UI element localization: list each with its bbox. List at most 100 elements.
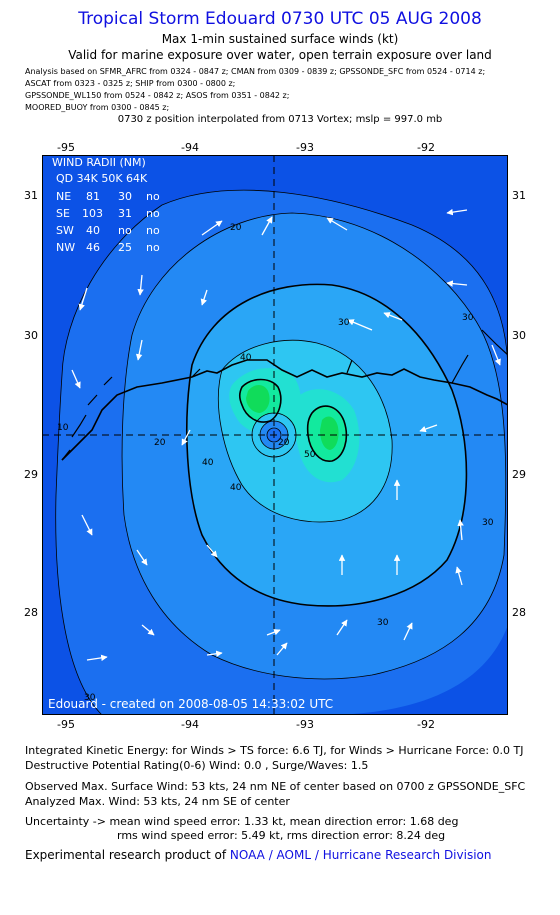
credit-prefix: Experimental research product of xyxy=(25,848,230,862)
lat-label-right: 28 xyxy=(512,606,526,619)
analysis-line-2: ASCAT from 0323 - 0325 z; SHIP from 0300… xyxy=(25,79,236,88)
contour-label: 30 xyxy=(338,318,350,328)
wind-radii-50kt: no xyxy=(118,224,132,237)
wind-vector xyxy=(71,369,81,389)
subtitle-exposure: Valid for marine exposure over water, op… xyxy=(68,48,492,62)
created-timestamp: Edouard - created on 2008-08-05 14:33:02… xyxy=(48,697,333,711)
wind-vector xyxy=(403,622,413,641)
wind-vector xyxy=(336,619,348,636)
analysis-line-1: Analysis based on SFMR_AFRC from 0324 - … xyxy=(25,67,486,76)
wind-vector xyxy=(81,514,93,536)
organization-link[interactable]: NOAA / AOML / Hurricane Research Divisio… xyxy=(229,848,492,862)
wind-radii-50kt: 31 xyxy=(118,207,132,220)
wind-vector xyxy=(457,519,464,541)
contour-label: 30 xyxy=(377,618,389,628)
observed-max-wind: Observed Max. Surface Wind: 53 kts, 24 n… xyxy=(25,780,526,793)
lon-label-top: -95 xyxy=(57,141,75,154)
contour-label: 40 xyxy=(202,458,214,468)
contour-label: 30 xyxy=(482,518,494,528)
lat-label-right: 29 xyxy=(512,468,526,481)
wind-vector xyxy=(383,312,403,321)
wind-vector xyxy=(86,654,108,662)
wind-vector xyxy=(455,566,463,586)
contour-line-50kt xyxy=(238,378,348,462)
lon-label-bottom: -92 xyxy=(417,718,435,731)
analysis-line-3: GPSSONDE_WL150 from 0524 - 0842 z; ASOS … xyxy=(25,91,290,100)
contour-label: 50 xyxy=(304,450,316,460)
wind-vector xyxy=(261,216,273,236)
map-border xyxy=(42,155,508,715)
wind-radii-quadrant: NW xyxy=(56,241,75,254)
wind-vector xyxy=(206,650,223,657)
wind-radii-quadrant: NE xyxy=(56,190,71,203)
lat-label-left: 31 xyxy=(24,189,38,202)
credit-line: Experimental research product of NOAA / … xyxy=(25,848,491,862)
coastline xyxy=(61,359,508,461)
contour-line xyxy=(121,212,507,680)
wind-radii-64kt: no xyxy=(146,241,160,254)
coastline xyxy=(61,329,508,461)
wind-vector xyxy=(141,624,155,636)
lat-label-left: 29 xyxy=(24,468,38,481)
subtitle-max-winds: Max 1-min sustained surface winds (kt) xyxy=(161,32,399,46)
lon-label-bottom: -95 xyxy=(57,718,75,731)
wind-vector xyxy=(78,287,88,311)
wind-vector xyxy=(326,217,348,231)
wind-vector xyxy=(136,549,148,566)
wind-radii-64kt: no xyxy=(146,224,160,237)
wind-field-map: 10 20 20 30 30 30 30 40 40 40 50 20 30 W… xyxy=(42,155,508,715)
contour-label: 30 xyxy=(84,693,96,703)
wind-vector xyxy=(201,220,223,236)
wind-vector xyxy=(347,319,373,331)
contour-label: 20 xyxy=(154,438,166,448)
wind-vector xyxy=(181,429,191,446)
lon-label-top: -94 xyxy=(181,141,199,154)
lon-label-bottom: -93 xyxy=(296,718,314,731)
wind-radii-50kt: 25 xyxy=(118,241,132,254)
wind-radii-34kt: 103 xyxy=(82,207,103,220)
ike-text: Integrated Kinetic Energy: for Winds > T… xyxy=(25,744,524,757)
contour-label: 20 xyxy=(230,223,242,233)
wind-vector xyxy=(135,339,143,361)
wind-vector xyxy=(266,629,281,636)
page-title: Tropical Storm Edouard 0730 UTC 05 AUG 2… xyxy=(78,9,482,29)
wind-radii-34kt: 81 xyxy=(86,190,100,203)
dpr-text: Destructive Potential Rating(0-6) Wind: … xyxy=(25,759,369,772)
contour-label: 40 xyxy=(230,483,242,493)
wind-vector xyxy=(200,289,208,306)
wind-vector xyxy=(446,208,468,216)
analysis-line-4: MOORED_BUOY from 0300 - 0845 z; xyxy=(25,103,170,112)
contour-line xyxy=(61,189,508,376)
lon-label-bottom: -94 xyxy=(181,718,199,731)
wind-radii-title: WIND RADII (NM) xyxy=(52,156,146,169)
lon-label-top: -92 xyxy=(417,141,435,154)
contour-label: 20 xyxy=(278,438,290,448)
wind-radii-64kt: no xyxy=(146,207,160,220)
wind-radii-50kt: 30 xyxy=(118,190,132,203)
contour-line xyxy=(55,374,103,715)
wind-radii-64kt: no xyxy=(146,190,160,203)
wind-vector xyxy=(491,344,501,366)
lon-label-top: -93 xyxy=(296,141,314,154)
wind-radii-header: QD 34K 50K 64K xyxy=(56,172,148,185)
lat-label-right: 30 xyxy=(512,329,526,342)
wind-vector xyxy=(137,274,144,296)
wind-vector xyxy=(276,642,288,656)
lat-label-left: 30 xyxy=(24,329,38,342)
lat-label-left: 28 xyxy=(24,606,38,619)
wind-radii-quadrant: SW xyxy=(56,224,74,237)
uncertainty-mean: Uncertainty -> mean wind speed error: 1.… xyxy=(25,815,459,828)
wind-radii-34kt: 40 xyxy=(86,224,100,237)
contour-label: 40 xyxy=(240,353,252,363)
wind-vector xyxy=(206,544,218,558)
wind-vector xyxy=(419,424,438,433)
wind-radii-quadrant: SE xyxy=(56,207,70,220)
uncertainty-rms: rms wind speed error: 5.49 kt, rms direc… xyxy=(117,829,446,842)
wind-band-55kt xyxy=(246,385,339,450)
lat-label-right: 31 xyxy=(512,189,526,202)
analyzed-max-wind: Analyzed Max. Wind: 53 kts, 24 nm SE of … xyxy=(25,795,290,808)
contour-label: 10 xyxy=(57,423,69,433)
contour-line-30kt xyxy=(185,283,468,607)
wind-vector xyxy=(446,280,468,287)
wind-radii-34kt: 46 xyxy=(86,241,100,254)
